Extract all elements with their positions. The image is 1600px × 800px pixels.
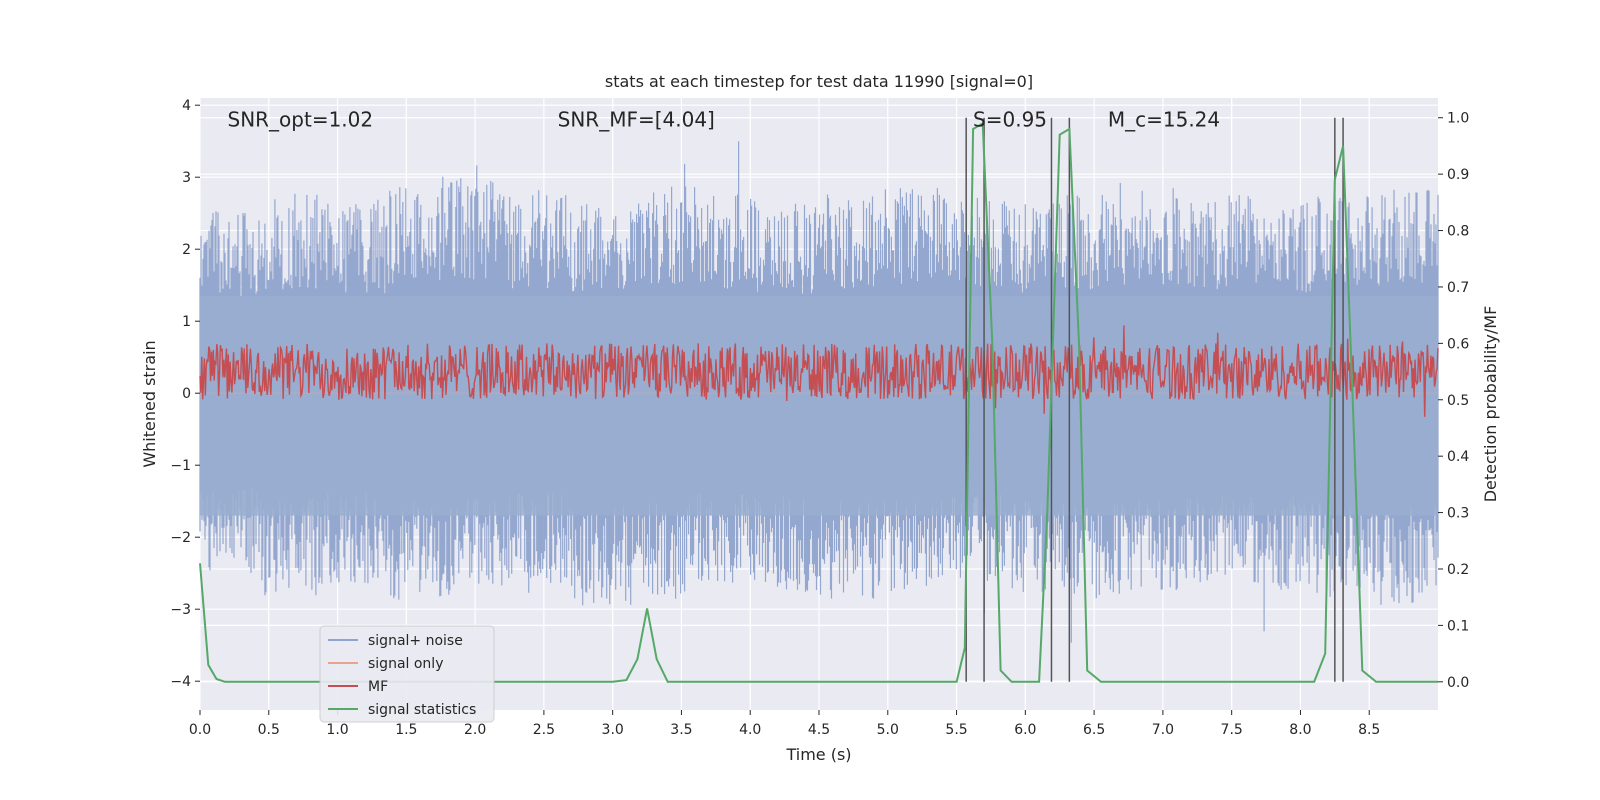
y-tick-label-5: −1 [170, 458, 191, 474]
annotation-3: M_c=15.24 [1108, 108, 1220, 132]
y-tick-label-8: −4 [170, 674, 191, 690]
y-right-axis-ticks: 1.0 0.9 0.8 0.7 0.6 0.5 0.4 0.3 0.2 0.1 0.0 [1438, 111, 1469, 691]
x-tick-label-0: 0.0 [189, 722, 211, 738]
annotation-0: SNR_opt=1.02 [228, 108, 374, 132]
series-signal-noise [199, 141, 1439, 643]
vertical-marker-lines [965, 117, 1344, 682]
signal-statistics-line [199, 121, 1438, 683]
legend: signal+ noise signal only MF signal statist… [319, 625, 495, 723]
x-tick-label-10: 5.0 [877, 722, 899, 738]
x-axis-ticks: 0.0 0.5 1.0 1.5 2.0 2.5 3.0 3.5 4.0 4.5 5.0 5.5 6.0 6… [189, 710, 1380, 738]
y-right-tick-label-4: 0.6 [1447, 336, 1469, 352]
chart-title: stats at each timestep for test data 119… [605, 72, 1033, 91]
series-signal-statistics [199, 121, 1438, 683]
legend-label-2: MF [368, 679, 388, 695]
x-tick-label-8: 4.0 [739, 722, 761, 738]
y-right-tick-label-0: 1.0 [1447, 111, 1469, 127]
annotations: SNR_opt=1.02 SNR_MF=[4.04] S=0.95 M_c=15.24 [228, 108, 1221, 132]
x-tick-label-1: 0.5 [258, 722, 280, 738]
y-right-tick-label-8: 0.2 [1447, 562, 1469, 578]
y-tick-label-3: 1 [182, 314, 191, 330]
x-axis-label: Time (s) [785, 745, 851, 764]
y-tick-label-6: −2 [170, 530, 191, 546]
y-tick-label-2: 2 [182, 242, 191, 258]
y-right-tick-label-6: 0.4 [1447, 449, 1469, 465]
legend-label-0: signal+ noise [368, 633, 463, 649]
x-tick-label-16: 8.0 [1289, 722, 1311, 738]
x-tick-label-11: 5.5 [945, 722, 967, 738]
x-tick-label-13: 6.5 [1083, 722, 1105, 738]
x-tick-label-3: 1.5 [395, 722, 417, 738]
y-right-tick-label-10: 0.0 [1447, 675, 1469, 691]
y-axis-label: Whitened strain [140, 340, 159, 467]
annotation-2: S=0.95 [973, 108, 1047, 132]
noise-core-band [200, 296, 1438, 516]
y-right-tick-label-7: 0.3 [1447, 506, 1469, 522]
y-tick-label-0: 4 [182, 98, 191, 114]
annotation-1: SNR_MF=[4.04] [558, 108, 715, 132]
x-tick-label-6: 3.0 [602, 722, 624, 738]
legend-label-3: signal statistics [368, 702, 476, 718]
x-tick-label-9: 4.5 [808, 722, 830, 738]
y-right-axis-label: Detection probability/MF [1481, 306, 1500, 503]
y-right-tick-label-9: 0.1 [1447, 618, 1469, 634]
y-right-tick-label-5: 0.5 [1447, 393, 1469, 409]
y-axis-ticks: 4 3 2 1 0 −1 −2 −3 −4 [170, 98, 200, 690]
x-tick-label-14: 7.0 [1152, 722, 1174, 738]
x-tick-label-12: 6.0 [1014, 722, 1036, 738]
y-tick-label-7: −3 [170, 602, 191, 618]
legend-box [319, 625, 495, 723]
x-tick-label-15: 7.5 [1221, 722, 1243, 738]
y-right-tick-label-1: 0.9 [1447, 167, 1469, 183]
mf-trace [199, 325, 1439, 417]
x-tick-label-7: 3.5 [670, 722, 692, 738]
y-tick-label-1: 3 [182, 170, 191, 186]
x-tick-label-5: 2.5 [533, 722, 555, 738]
y-tick-label-4: 0 [182, 386, 191, 402]
y-right-tick-label-3: 0.7 [1447, 280, 1469, 296]
y-right-tick-label-2: 0.8 [1447, 224, 1469, 240]
x-tick-label-4: 2.0 [464, 722, 486, 738]
x-tick-label-2: 1.0 [326, 722, 348, 738]
x-tick-label-17: 8.5 [1358, 722, 1380, 738]
legend-label-1: signal only [368, 656, 443, 672]
series-mf [199, 325, 1439, 417]
